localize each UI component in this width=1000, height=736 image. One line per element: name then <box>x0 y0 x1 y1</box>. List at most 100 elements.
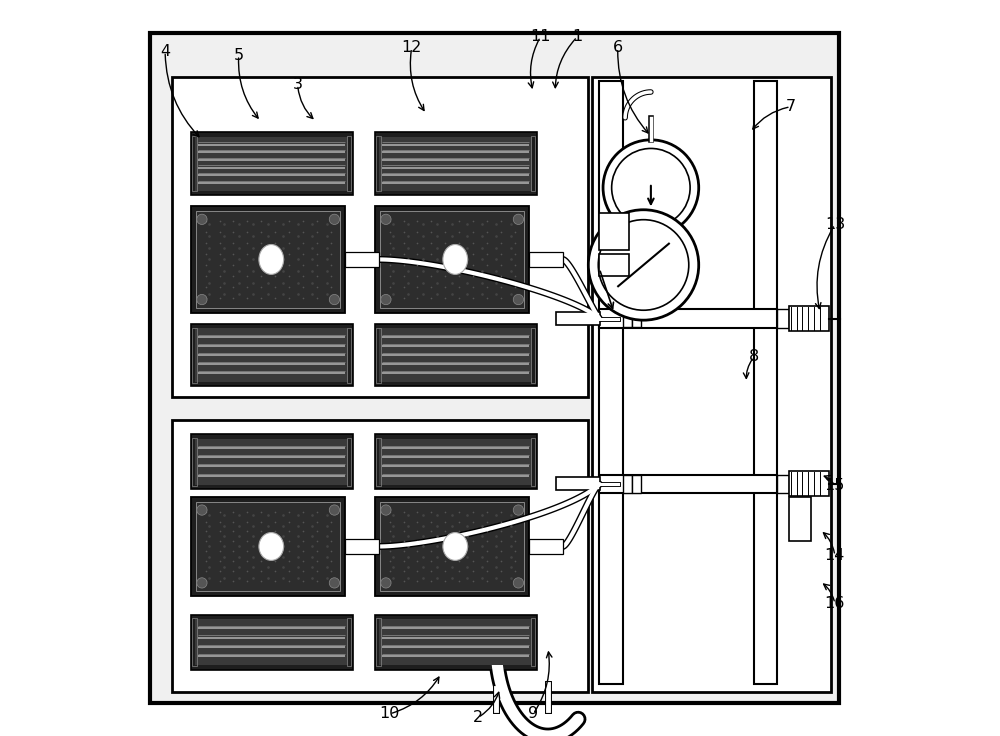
Bar <box>789 497 811 541</box>
Bar <box>191 324 353 386</box>
Bar <box>375 434 537 489</box>
Bar <box>531 438 535 486</box>
Ellipse shape <box>259 533 284 560</box>
Text: 6: 6 <box>613 40 623 55</box>
Text: 12: 12 <box>401 40 422 55</box>
Bar <box>347 618 351 666</box>
Bar <box>380 211 524 308</box>
Circle shape <box>381 505 391 515</box>
Bar <box>192 136 197 191</box>
Bar <box>196 502 340 591</box>
Circle shape <box>603 140 699 236</box>
Bar <box>347 438 351 486</box>
Circle shape <box>513 214 524 224</box>
Bar <box>192 438 197 486</box>
Bar <box>531 328 535 383</box>
Circle shape <box>381 214 391 224</box>
Bar <box>599 475 777 493</box>
Circle shape <box>381 294 391 305</box>
Bar <box>191 132 353 195</box>
Bar <box>347 328 351 383</box>
Bar <box>376 136 381 191</box>
Bar <box>345 539 379 553</box>
Bar <box>777 309 789 328</box>
Bar <box>556 312 600 325</box>
Bar <box>531 136 535 191</box>
Bar <box>623 309 632 327</box>
Circle shape <box>513 578 524 588</box>
Text: 2: 2 <box>473 710 483 725</box>
Circle shape <box>612 149 690 227</box>
Bar <box>172 420 588 692</box>
Bar <box>375 324 537 386</box>
Bar <box>632 309 641 327</box>
Bar <box>529 252 563 267</box>
Bar <box>375 497 529 596</box>
Bar <box>754 81 777 684</box>
Text: 5: 5 <box>234 48 244 63</box>
Bar <box>191 434 353 489</box>
Bar <box>777 475 789 493</box>
Bar <box>599 309 777 328</box>
Text: 1: 1 <box>572 29 582 44</box>
Circle shape <box>329 505 340 515</box>
Circle shape <box>197 294 207 305</box>
Text: 11: 11 <box>530 29 551 44</box>
Circle shape <box>588 210 699 320</box>
Circle shape <box>329 294 340 305</box>
Text: 7: 7 <box>786 99 796 114</box>
Bar <box>599 254 629 276</box>
Bar <box>379 439 532 485</box>
Text: 4: 4 <box>160 44 170 59</box>
Bar <box>376 438 381 486</box>
Circle shape <box>329 578 340 588</box>
Bar <box>592 77 831 692</box>
Bar <box>191 615 353 670</box>
Circle shape <box>197 578 207 588</box>
Bar <box>345 252 379 267</box>
Text: 14: 14 <box>825 548 845 563</box>
Circle shape <box>513 294 524 305</box>
Circle shape <box>598 220 689 311</box>
Text: 15: 15 <box>825 478 845 493</box>
Bar <box>599 81 623 684</box>
Bar <box>195 439 348 485</box>
Bar <box>347 136 351 191</box>
Bar <box>195 137 348 191</box>
Bar <box>196 211 340 308</box>
Bar <box>195 619 348 665</box>
Bar <box>556 477 600 490</box>
Bar <box>191 206 345 313</box>
Text: 8: 8 <box>749 350 759 364</box>
Bar <box>380 502 524 591</box>
Ellipse shape <box>443 244 468 275</box>
Bar <box>789 306 829 331</box>
Text: 9: 9 <box>528 707 538 721</box>
Bar <box>375 132 537 195</box>
Circle shape <box>513 505 524 515</box>
Bar <box>379 328 532 382</box>
Bar <box>789 471 829 496</box>
Bar <box>379 137 532 191</box>
Circle shape <box>197 505 207 515</box>
Bar <box>191 497 345 596</box>
Bar <box>623 475 632 493</box>
Circle shape <box>197 214 207 224</box>
Bar <box>599 213 629 250</box>
Bar <box>172 77 588 397</box>
Bar <box>195 328 348 382</box>
Bar <box>376 328 381 383</box>
Bar <box>376 618 381 666</box>
Bar <box>379 619 532 665</box>
Bar <box>531 618 535 666</box>
Text: 13: 13 <box>825 217 845 232</box>
Text: 16: 16 <box>825 596 845 611</box>
Ellipse shape <box>259 244 284 275</box>
Bar <box>192 618 197 666</box>
Bar <box>192 328 197 383</box>
Circle shape <box>329 214 340 224</box>
Circle shape <box>381 578 391 588</box>
Bar <box>529 539 563 553</box>
Ellipse shape <box>443 533 468 560</box>
Text: 3: 3 <box>293 77 303 92</box>
